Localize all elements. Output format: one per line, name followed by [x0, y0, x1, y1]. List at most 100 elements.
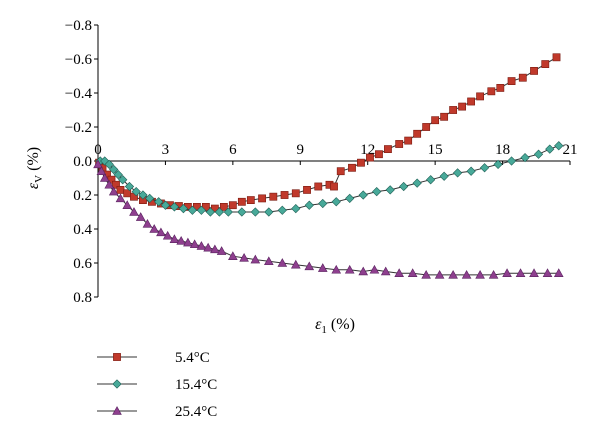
data-point: [440, 112, 449, 121]
data-point: [331, 264, 342, 274]
data-point: [203, 242, 213, 252]
data-point: [176, 235, 186, 245]
data-point: [493, 159, 503, 170]
x-tick-label: 15: [428, 142, 443, 158]
data-point: [434, 269, 445, 279]
x-tick-label: 21: [563, 142, 578, 158]
legend-label: 25.4°C: [175, 404, 217, 420]
data-point: [162, 230, 173, 240]
data-point: [467, 97, 476, 106]
data-point: [160, 200, 171, 210]
data-point: [108, 186, 119, 196]
data-point: [304, 200, 314, 210]
data-point: [476, 92, 484, 101]
data-point: [228, 251, 238, 260]
x-tick-label: 18: [495, 142, 510, 158]
data-point: [210, 244, 220, 254]
data-point: [112, 180, 120, 189]
x-tick-label: 6: [229, 142, 237, 158]
data-point: [496, 84, 505, 92]
data-point: [431, 116, 440, 125]
data-point: [533, 149, 544, 159]
data-point: [237, 197, 246, 206]
data-point: [291, 189, 300, 198]
data-point: [366, 153, 374, 162]
y-tick-label: −0.8: [65, 18, 92, 34]
data-point: [100, 156, 110, 166]
data-point: [404, 136, 413, 145]
data-point: [452, 168, 463, 178]
data-point: [407, 268, 418, 277]
y-tick-label: −0.6: [65, 52, 93, 68]
data-point: [93, 159, 103, 169]
data-point: [317, 263, 328, 272]
legend-item-3: 25.4°C: [97, 404, 217, 420]
data-point: [183, 237, 193, 247]
data-point: [318, 198, 328, 209]
data-point: [330, 182, 338, 191]
data-point: [214, 207, 224, 217]
data-point: [290, 259, 301, 269]
data-point: [258, 194, 266, 203]
y-tick-label: 0.4: [73, 222, 92, 238]
data-point: [304, 261, 315, 271]
data-point: [189, 239, 200, 249]
data-point: [552, 53, 561, 62]
data-point: [529, 268, 539, 277]
series-2: [95, 141, 564, 217]
data-point: [466, 166, 476, 176]
legend-marker: [112, 406, 122, 415]
data-point: [250, 207, 260, 217]
legend-label: 5.4°C: [175, 350, 210, 366]
data-point: [369, 264, 380, 274]
x-tick-label: 3: [162, 142, 170, 158]
data-point: [502, 268, 512, 277]
data-point: [506, 156, 517, 166]
y-tick-label: 0.8: [73, 290, 92, 306]
data-point: [129, 207, 139, 216]
data-point: [216, 246, 227, 255]
data-point: [96, 166, 107, 175]
data-point: [124, 181, 135, 192]
data-point: [142, 218, 153, 228]
data-point: [109, 164, 119, 175]
legend-marker: [112, 379, 122, 389]
data-point: [375, 150, 383, 159]
data-point: [239, 252, 249, 262]
data-point: [122, 200, 133, 209]
data-point: [246, 196, 255, 204]
data-point: [384, 145, 392, 153]
data-point: [553, 268, 564, 277]
data-point: [291, 203, 301, 214]
y-tick-label: 0.2: [73, 188, 92, 204]
data-point: [449, 106, 458, 114]
y-tick-label: 0.6: [73, 256, 92, 272]
data-point: [358, 190, 368, 200]
data-point: [357, 158, 365, 167]
data-point: [156, 227, 166, 237]
data-point: [399, 181, 409, 192]
data-point: [115, 193, 126, 203]
data-point: [475, 269, 485, 279]
data-point: [545, 144, 555, 154]
data-point: [113, 169, 123, 180]
data-point: [269, 192, 278, 201]
legend-label: 15.4°C: [175, 377, 217, 393]
data-point: [426, 175, 436, 185]
legend-item-2: 15.4°C: [97, 377, 217, 393]
data-point: [149, 224, 160, 233]
data-point: [280, 191, 289, 199]
data-point: [422, 123, 431, 131]
data-point: [99, 173, 110, 182]
data-point: [205, 207, 216, 217]
data-point: [515, 268, 526, 277]
data-point: [154, 197, 164, 207]
data-point: [277, 258, 288, 267]
series-layer: [93, 53, 564, 279]
data-point: [358, 266, 369, 276]
x-tick-label: 9: [297, 142, 305, 158]
data-point: [314, 182, 323, 191]
data-point: [169, 234, 180, 243]
data-point: [228, 201, 237, 210]
